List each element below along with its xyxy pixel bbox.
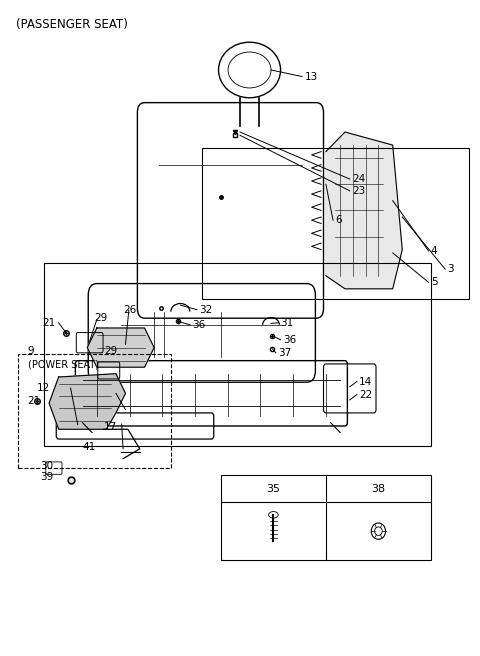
Text: 13: 13 bbox=[304, 72, 318, 81]
Text: 32: 32 bbox=[199, 304, 213, 315]
Text: 30: 30 bbox=[40, 461, 54, 472]
Bar bbox=[221, 475, 431, 560]
Text: 23: 23 bbox=[352, 186, 365, 196]
Text: 9: 9 bbox=[28, 346, 34, 356]
Text: 31: 31 bbox=[281, 318, 294, 328]
Text: 22: 22 bbox=[360, 390, 372, 400]
Text: 37: 37 bbox=[278, 348, 291, 358]
Text: 41: 41 bbox=[83, 442, 96, 452]
Text: (PASSENGER SEAT): (PASSENGER SEAT) bbox=[16, 18, 128, 31]
Text: 36: 36 bbox=[192, 319, 205, 330]
Text: 6: 6 bbox=[336, 215, 342, 225]
Text: 29: 29 bbox=[104, 346, 117, 356]
Text: 29: 29 bbox=[95, 313, 108, 323]
Text: 36: 36 bbox=[283, 335, 296, 345]
Bar bbox=[18, 354, 171, 468]
Text: 39: 39 bbox=[40, 472, 54, 482]
Bar bbox=[202, 148, 469, 298]
Text: 17: 17 bbox=[104, 422, 117, 432]
Text: 4: 4 bbox=[431, 246, 437, 256]
Text: 21: 21 bbox=[42, 318, 55, 328]
Text: 14: 14 bbox=[360, 377, 372, 386]
Polygon shape bbox=[49, 374, 125, 429]
Text: 12: 12 bbox=[37, 383, 50, 393]
Polygon shape bbox=[326, 132, 402, 289]
Text: 24: 24 bbox=[352, 174, 365, 184]
Polygon shape bbox=[87, 328, 154, 367]
Text: 38: 38 bbox=[372, 483, 385, 494]
Text: 3: 3 bbox=[447, 264, 454, 274]
Text: (POWER SEAT): (POWER SEAT) bbox=[28, 359, 98, 369]
Text: 26: 26 bbox=[123, 305, 136, 316]
Text: 35: 35 bbox=[266, 483, 280, 494]
Text: 21: 21 bbox=[28, 396, 41, 406]
Bar bbox=[44, 262, 431, 445]
Text: 5: 5 bbox=[431, 277, 437, 287]
